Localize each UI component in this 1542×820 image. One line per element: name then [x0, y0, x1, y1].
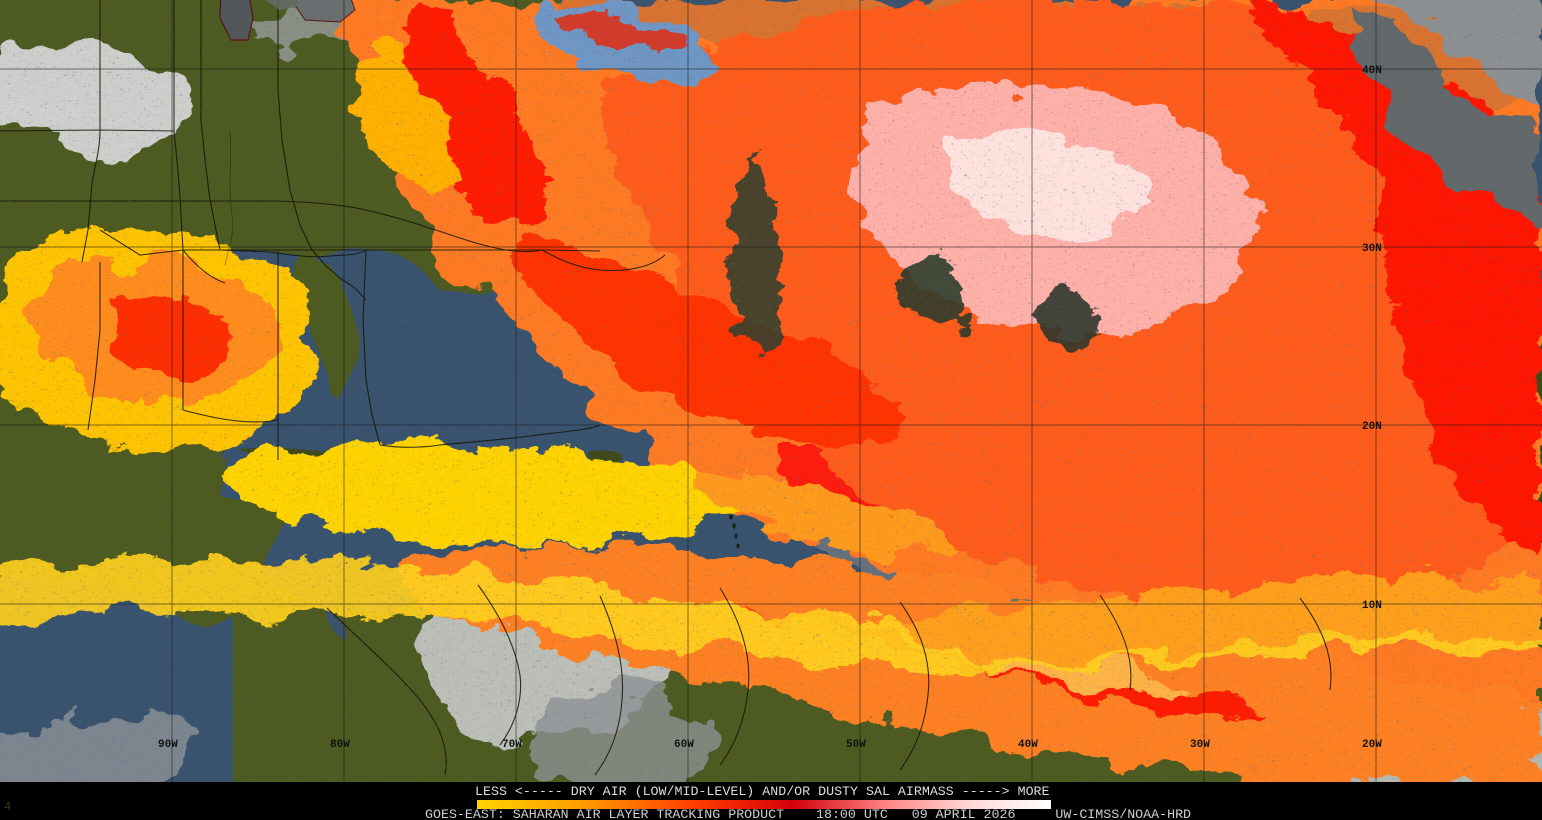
svg-text:40N: 40N — [1362, 65, 1382, 77]
svg-text:20N: 20N — [1362, 421, 1382, 433]
svg-text:80W: 80W — [330, 739, 350, 751]
svg-text:40W: 40W — [1018, 739, 1038, 751]
svg-text:60W: 60W — [674, 739, 694, 751]
svg-text:70W: 70W — [502, 739, 522, 751]
svg-text:10N: 10N — [1362, 600, 1382, 612]
svg-text:50W: 50W — [846, 739, 866, 751]
svg-text:90W: 90W — [158, 739, 178, 751]
svg-text:30W: 30W — [1190, 739, 1210, 751]
svg-text:30N: 30N — [1362, 243, 1382, 255]
svg-text:20W: 20W — [1362, 739, 1382, 751]
